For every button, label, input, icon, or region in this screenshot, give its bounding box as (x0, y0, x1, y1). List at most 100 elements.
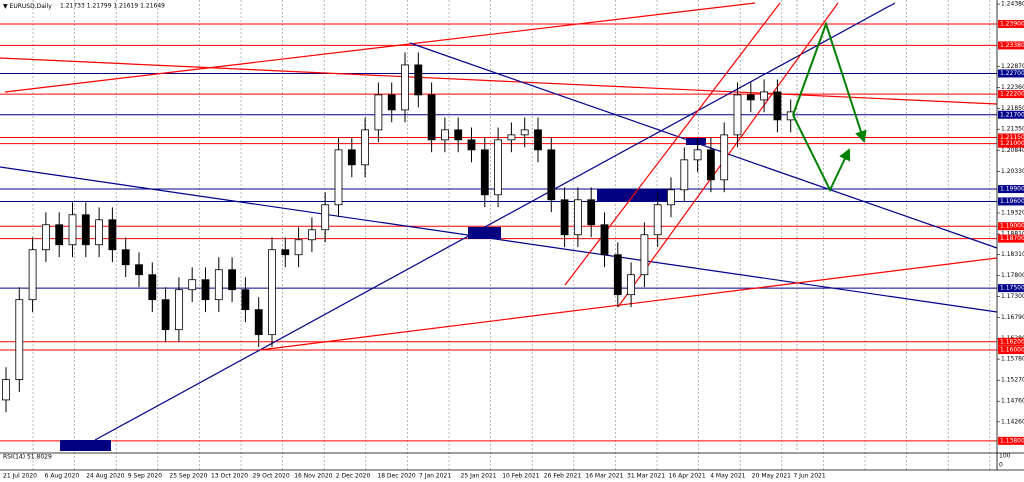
candle-body (454, 129, 463, 141)
level-tag (998, 19, 1024, 28)
x-tick-label: 31 Mar 2021 (627, 473, 665, 480)
level-tag (998, 197, 1024, 206)
trend-lines (0, 0, 998, 452)
candle-body (281, 249, 290, 256)
x-tick-label: 7 Jun 2021 (793, 473, 825, 480)
candle-body (28, 249, 37, 301)
candle-body (733, 94, 742, 136)
symbol: EURUSD,Daily (10, 3, 53, 10)
level-label: 1.23380 (1000, 42, 1024, 49)
candle-body (401, 64, 409, 111)
candle-body (600, 224, 609, 256)
level-label: 1.19600 (1000, 198, 1024, 205)
trend-line (4, 2, 756, 93)
candle-body (587, 199, 596, 226)
level-label: 1.21150 (1000, 134, 1024, 141)
x-tick-label: 16 Mar 2021 (585, 473, 623, 480)
y-tick-label: 1.22360 (1001, 84, 1024, 91)
x-tick-label: 10 Feb 2021 (502, 473, 540, 480)
candle-body (347, 149, 356, 166)
x-tick-label: 9 Sep 2020 (128, 473, 162, 480)
zone (60, 440, 111, 451)
y-tick-label: 1.16790 (1001, 314, 1024, 321)
y-tick-label: 1.21850 (1001, 105, 1024, 112)
x-tick-label: 18 Dec 2020 (377, 473, 416, 480)
y-tick-label: 1.17300 (1001, 293, 1024, 300)
level-label: 1.22200 (1000, 91, 1024, 98)
candle-body (374, 94, 383, 131)
candle-body (414, 64, 423, 96)
candle-body (467, 139, 476, 151)
y-tick-label: 1.17800 (1001, 272, 1024, 279)
level-tag (998, 436, 1024, 445)
candle-body (307, 229, 316, 241)
trend-line (94, 2, 896, 441)
y-tick-label: 1.22870 (1001, 63, 1024, 70)
level-tag (998, 185, 1024, 194)
price-axis: 1.24380 1.22870 1.22360 1.21850 1.21350 1.208… (997, 1, 1024, 445)
candle-body (268, 249, 276, 336)
candle-body (627, 274, 635, 296)
candle-body (55, 224, 64, 246)
candle-body (720, 134, 729, 181)
level-tag (998, 234, 1024, 243)
candle-body (613, 254, 622, 296)
level-label: 1.17500 (1000, 285, 1024, 292)
candle-body (321, 204, 330, 231)
level-tag (998, 284, 1024, 293)
candle-body (574, 199, 582, 236)
level-label: 1.18700 (1000, 235, 1024, 242)
y-tick-label: 1.20840 (1001, 147, 1024, 154)
x-tick-label: 29 Oct 2020 (253, 473, 290, 480)
x-tick-label: 2 Dec 2020 (336, 473, 371, 480)
level-tag (998, 90, 1024, 99)
candle-body (760, 91, 768, 101)
x-tick-label: 25 Sep 2020 (169, 473, 207, 480)
candle-body (480, 149, 489, 196)
candle-body (547, 149, 556, 201)
candle-body (773, 91, 782, 121)
level-tag (998, 133, 1024, 142)
candle-body (135, 264, 143, 276)
y-tick-label: 1.14260 (1001, 418, 1024, 425)
candle-body (188, 279, 197, 291)
x-tick-label: 13 Oct 2020 (211, 473, 248, 480)
time-axis: 21 Jul 2020 6 Aug 2020 24 Aug 2020 9 Sep 20… (3, 473, 826, 480)
indicator-label: RSI(14) 51.8029 (3, 454, 52, 461)
level-label: 1.23900 (1000, 20, 1024, 27)
candle-body (161, 299, 170, 331)
candle-body (746, 94, 755, 101)
x-tick-label: 7 Jan 2021 (419, 473, 451, 480)
candle-body (387, 94, 396, 111)
candle-body (520, 129, 529, 136)
indicator-tick: 0 (999, 462, 1003, 469)
level-tag (998, 139, 1024, 148)
trend-line (0, 166, 998, 313)
x-tick-label: 4 May 2021 (710, 473, 745, 480)
candle-body (95, 219, 103, 246)
y-tick-label: 1.18810 (1001, 231, 1024, 238)
level-label: 1.16200 (1000, 338, 1024, 345)
candle-body (534, 129, 542, 151)
candle-body (254, 309, 263, 336)
level-tag (998, 222, 1024, 231)
projection-arrows (792, 20, 867, 193)
y-tick-label: 1.21350 (1001, 126, 1024, 133)
x-tick-label: 6 Aug 2020 (45, 473, 80, 480)
arrow (792, 20, 867, 143)
trend-line (259, 257, 998, 351)
trend-line (409, 42, 998, 249)
level-tag (998, 346, 1024, 355)
y-tick-label: 1.18310 (1001, 251, 1024, 258)
level-label: 1.21700 (1000, 111, 1024, 118)
candle-body (494, 139, 503, 196)
zone (597, 189, 667, 201)
zone (686, 138, 706, 145)
candle-body (68, 214, 77, 246)
candle-body (640, 234, 649, 276)
x-tick-label: 26 Feb 2021 (544, 473, 582, 480)
menu-icon: ▼ (3, 3, 10, 10)
level-tag (998, 69, 1024, 78)
candle-body (667, 189, 675, 206)
